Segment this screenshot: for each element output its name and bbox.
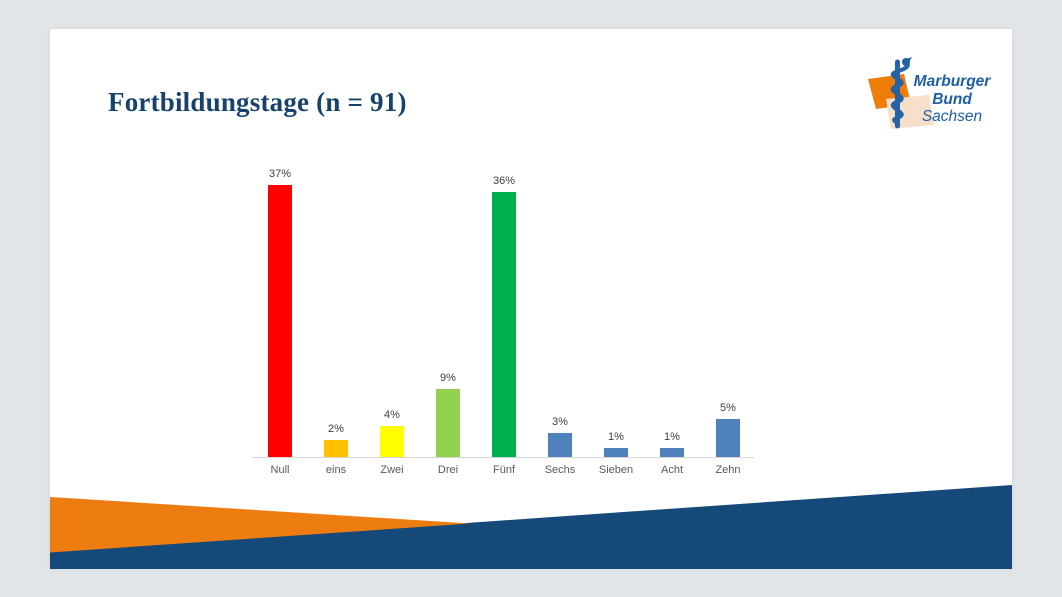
category-label: Sechs — [544, 464, 576, 476]
footer-navy-wedge — [50, 485, 1012, 569]
bar — [716, 418, 740, 457]
chart-column: 1% — [644, 431, 700, 457]
chart-column: 2% — [308, 423, 364, 457]
category-label: Sieben — [598, 464, 634, 476]
chart-column: 5% — [700, 401, 756, 457]
chart-column: 36% — [476, 175, 532, 457]
chart-column: 3% — [532, 416, 588, 457]
chart-column: 4% — [364, 409, 420, 457]
marburger-bund-logo: Marburger Bund Sachsen — [856, 56, 996, 132]
bar-data-label: 1% — [608, 430, 624, 443]
page-title: Fortbildungstage (n = 91) — [108, 87, 407, 117]
bar-data-label: 37% — [268, 167, 292, 180]
category-label: eins — [325, 464, 347, 476]
bar — [660, 447, 684, 457]
chart-column: 37% — [252, 168, 308, 457]
bar — [268, 184, 292, 457]
logo-line-3: Sachsen — [921, 108, 983, 125]
chart-column: 9% — [420, 372, 476, 457]
bar — [492, 192, 516, 457]
chart-column: 1% — [588, 431, 644, 457]
footer-orange-wedge — [50, 497, 470, 553]
logo-line-2: Bund — [932, 90, 972, 108]
bar — [604, 447, 628, 457]
bar-data-label: 1% — [664, 430, 680, 443]
bar — [380, 425, 404, 457]
bar-data-label: 36% — [492, 175, 516, 188]
slide: Fortbildungstage (n = 91) Marburger Bund… — [50, 29, 1012, 569]
staff-and-snake — [890, 59, 910, 129]
bar — [436, 389, 460, 457]
category-label: Drei — [437, 464, 459, 476]
bar-data-label: 4% — [384, 408, 400, 421]
bar-data-label: 5% — [720, 401, 736, 414]
bar-data-label: 2% — [328, 423, 344, 436]
category-label: Fünf — [492, 464, 515, 476]
logo-line-1: Marburger — [913, 73, 991, 90]
aesculapius-staff-icon — [868, 57, 934, 129]
bar-chart: 37% 2% 4% 9% 36% 3% 1% 1% 5% — [252, 29, 756, 457]
category-label: Acht — [660, 464, 683, 476]
logo-text: Marburger Bund Sachsen — [912, 73, 992, 126]
category-label: Null — [270, 464, 290, 476]
x-axis-line — [252, 457, 754, 458]
category-label: Zwei — [380, 464, 404, 476]
snake-mouth — [906, 57, 912, 62]
footer-decoration — [50, 485, 1012, 569]
bar-data-label: 9% — [440, 372, 456, 385]
bar-data-label: 3% — [552, 416, 568, 429]
category-label: Zehn — [715, 464, 741, 476]
x-axis-category-labels: Null eins Zwei Drei Fünf Sechs Sieben Acht Zehn — [252, 464, 756, 476]
bar — [324, 440, 348, 457]
bar — [548, 433, 572, 457]
